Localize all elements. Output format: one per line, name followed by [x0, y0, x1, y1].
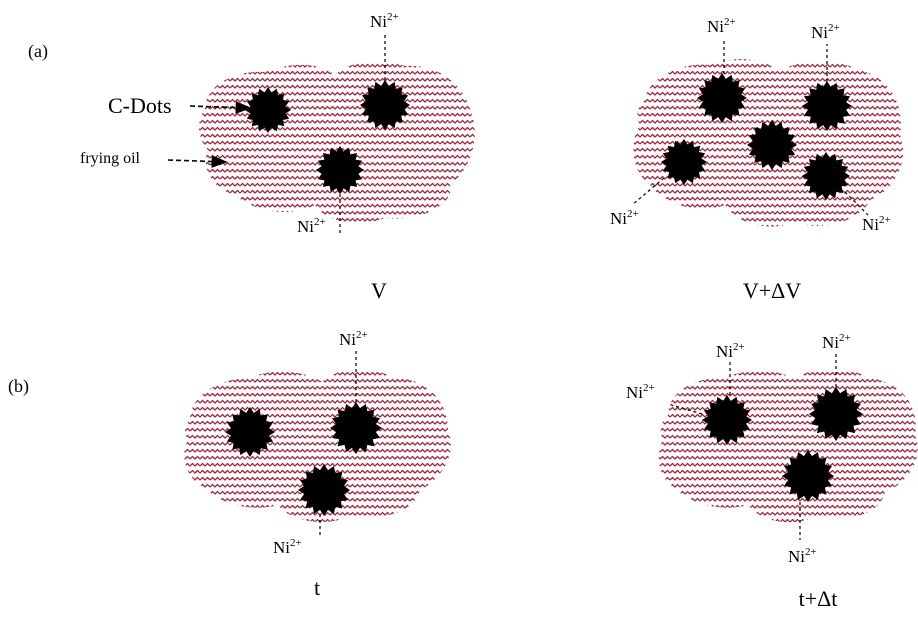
- c-dots-label: C-Dots: [108, 93, 172, 118]
- frying-oil-region: [199, 61, 475, 223]
- ni-ion-label: Ni2+: [626, 382, 655, 402]
- c-dot: [360, 80, 410, 130]
- ni-ion-label: Ni2+: [862, 214, 891, 234]
- c-dot: [298, 464, 350, 516]
- c-dot: [809, 387, 863, 441]
- c-dot: [661, 139, 707, 185]
- ni-ion-label: Ni2+: [716, 341, 745, 361]
- frying-oil-label: frying oil: [80, 150, 141, 167]
- ni-ion-label: Ni2+: [273, 537, 302, 557]
- ni-ion-label: Ni2+: [707, 16, 736, 36]
- frying-oil-region: [658, 368, 918, 523]
- panel-a-right: Ni2+ Ni2+ Ni2+ Ni2+ V+ΔV: [610, 16, 904, 303]
- ni-ion-label: Ni2+: [339, 329, 368, 349]
- caption-t: t: [314, 575, 320, 600]
- panel-b-right: Ni2+ Ni2+ Ni2+ Ni2+ t+Δt: [626, 332, 918, 611]
- c-dot: [782, 450, 834, 502]
- caption-v-plus-delta-v: V+ΔV: [743, 278, 801, 303]
- c-dot: [802, 152, 850, 200]
- ni-ion-label: Ni2+: [370, 11, 399, 31]
- c-dot: [316, 146, 364, 194]
- ni-ion-label: Ni2+: [610, 208, 639, 228]
- ni-ion-label: Ni2+: [811, 22, 840, 42]
- c-dot: [225, 407, 275, 457]
- panel-a-left: Ni2+ Ni2+ V: [199, 11, 475, 303]
- c-dot: [702, 395, 752, 445]
- c-dot: [802, 81, 852, 131]
- c-dot: [330, 402, 382, 454]
- panel-b-left: Ni2+ Ni2+ t: [184, 329, 451, 600]
- c-dot: [747, 120, 797, 170]
- row-a-label: (a): [28, 41, 48, 62]
- ni-leader-line: [631, 177, 665, 206]
- caption-t-plus-delta-t: t+Δt: [799, 586, 838, 611]
- ni-ion-label: Ni2+: [297, 216, 326, 236]
- caption-v: V: [371, 278, 387, 303]
- c-dot: [697, 73, 747, 123]
- c-dots-arrow: [189, 101, 252, 114]
- frying-oil-region: [184, 369, 451, 523]
- c-dot: [245, 87, 291, 133]
- row-b-label: (b): [8, 376, 29, 397]
- ni-ion-label: Ni2+: [788, 546, 817, 566]
- frying-oil-arrow: [167, 155, 228, 168]
- ni-ion-label: Ni2+: [822, 332, 851, 352]
